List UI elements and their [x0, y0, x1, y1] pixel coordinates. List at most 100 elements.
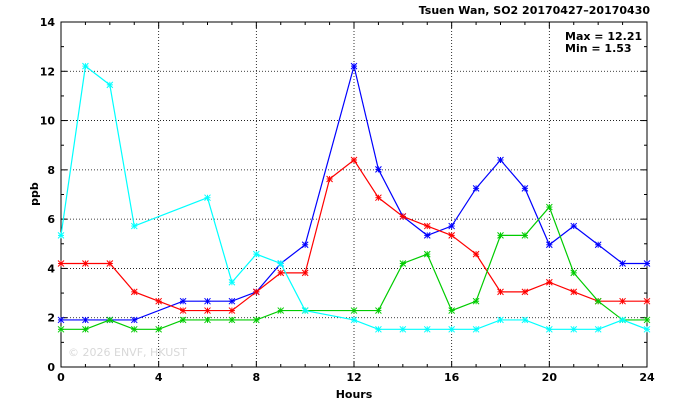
data-point: [57, 316, 65, 324]
data-point: [155, 297, 163, 305]
x-axis-label: Hours: [336, 388, 373, 401]
series-layer: [57, 62, 651, 333]
data-point: [350, 156, 358, 164]
x-tick-label: 16: [444, 371, 460, 384]
series-line: [61, 205, 647, 330]
data-point: [472, 184, 480, 192]
data-point: [375, 325, 382, 333]
data-point: [277, 260, 285, 267]
data-point: [228, 278, 236, 286]
data-point: [472, 297, 480, 305]
data-point: [179, 307, 187, 314]
data-point: [130, 325, 138, 333]
data-point: [228, 297, 236, 305]
min-label: Min = 1.53: [565, 42, 632, 55]
grid-lines: [61, 22, 647, 367]
data-point: [228, 307, 236, 314]
data-point: [375, 194, 382, 202]
data-point: [326, 175, 333, 183]
data-point: [423, 325, 431, 333]
x-tick-label: 0: [57, 371, 65, 384]
data-point: [521, 316, 529, 324]
data-point: [204, 316, 211, 324]
data-point: [619, 260, 626, 267]
data-point: [204, 307, 211, 314]
data-point: [423, 222, 431, 230]
data-point: [399, 325, 407, 333]
data-point: [594, 241, 602, 249]
data-point: [57, 260, 65, 267]
data-point: [594, 297, 602, 305]
data-point: [594, 325, 602, 333]
y-tick-label: 14: [40, 16, 56, 29]
chart-title: Tsuen Wan, SO2 20170427–20170430: [419, 4, 651, 17]
data-point: [277, 269, 285, 277]
data-point: [130, 222, 138, 230]
data-point: [204, 297, 211, 305]
data-point: [472, 250, 480, 258]
data-point: [106, 316, 114, 324]
data-point: [521, 288, 529, 296]
x-tick-label: 12: [346, 371, 361, 384]
data-point: [570, 222, 578, 230]
x-tick-label: 24: [639, 371, 655, 384]
data-point: [521, 232, 529, 239]
data-point: [375, 166, 382, 173]
data-point: [106, 81, 114, 89]
data-point: [82, 260, 89, 267]
data-point: [252, 250, 260, 258]
y-tick-label: 10: [40, 115, 56, 128]
data-point: [204, 194, 211, 202]
x-tick-label: 20: [542, 371, 558, 384]
data-point: [570, 269, 578, 277]
data-point: [497, 232, 504, 239]
data-point: [448, 232, 456, 239]
y-tick-label: 2: [47, 312, 55, 325]
data-point: [82, 325, 89, 333]
data-point: [570, 288, 578, 296]
data-point: [448, 325, 456, 333]
y-tick-label: 12: [40, 65, 55, 78]
data-point: [619, 316, 626, 324]
data-point: [619, 297, 626, 305]
data-point: [423, 250, 431, 258]
series-3: [57, 62, 651, 333]
max-label: Max = 12.21: [565, 30, 642, 43]
data-point: [570, 325, 578, 333]
x-tick-label: 4: [155, 371, 163, 384]
data-point: [350, 62, 358, 70]
data-point: [155, 325, 163, 333]
data-point: [643, 260, 651, 267]
watermark: © 2026 ENVF, HKUST: [68, 346, 187, 359]
data-point: [130, 288, 138, 296]
data-point: [375, 307, 382, 314]
data-point: [497, 156, 504, 164]
data-point: [545, 278, 553, 286]
y-tick-label: 4: [47, 262, 55, 275]
data-point: [301, 269, 309, 277]
data-point: [350, 307, 358, 314]
y-tick-label: 6: [47, 213, 55, 226]
data-point: [497, 316, 504, 324]
data-point: [545, 203, 553, 211]
data-point: [643, 297, 651, 305]
y-tick-label: 8: [47, 164, 55, 177]
data-point: [643, 325, 651, 333]
data-point: [277, 307, 285, 314]
data-point: [252, 288, 260, 296]
data-point: [57, 232, 65, 239]
y-axis-label: ppb: [28, 182, 41, 206]
data-point: [57, 325, 65, 333]
data-point: [350, 316, 358, 324]
data-point: [179, 297, 187, 305]
data-point: [82, 316, 89, 324]
data-point: [545, 325, 553, 333]
data-point: [545, 241, 553, 249]
data-point: [472, 325, 480, 333]
data-point: [82, 62, 89, 70]
data-point: [399, 260, 407, 267]
data-point: [497, 288, 504, 296]
data-point: [106, 260, 114, 267]
